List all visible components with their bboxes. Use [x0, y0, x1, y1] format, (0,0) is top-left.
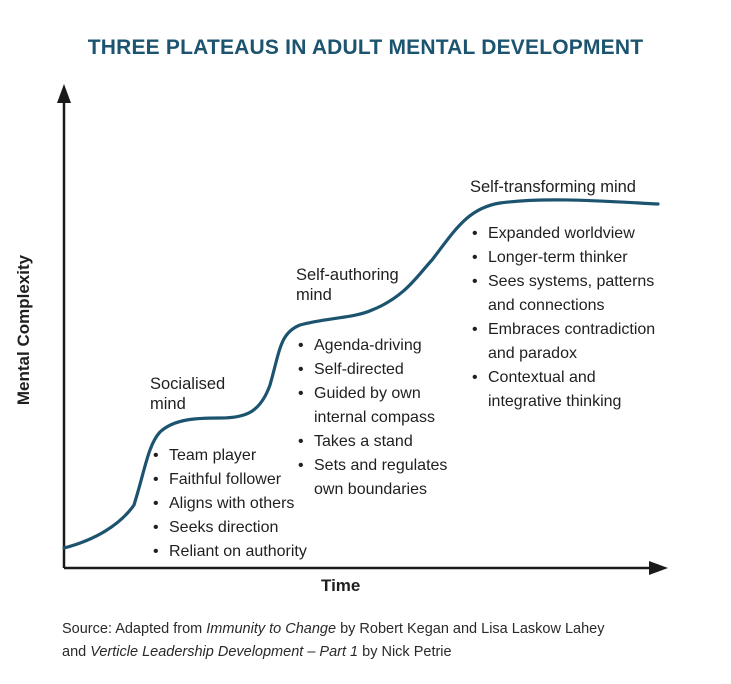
stage-title-self-transforming: Self-transforming mind — [470, 178, 636, 196]
source-citation: Source: Adapted from Immunity to Change … — [62, 618, 604, 664]
y-axis-label: Mental Complexity — [14, 254, 33, 406]
trait-item: Team player — [151, 444, 307, 468]
source-line-2: and Verticle Leadership Development – Pa… — [62, 641, 604, 664]
trait-item: Agenda-driving — [296, 334, 447, 358]
trait-item: Longer-term thinker — [470, 246, 655, 270]
traits-self-authoring: Agenda-driving Self-directed Guided by o… — [296, 334, 447, 502]
development-curve — [62, 198, 660, 550]
trait-item: Aligns with others — [151, 492, 307, 516]
y-axis-arrow — [57, 84, 71, 103]
source-book-1: Immunity to Change — [206, 621, 337, 637]
source-book-2: Verticle Leadership Development – Part 1 — [90, 644, 359, 660]
trait-item: Expanded worldview — [470, 222, 655, 246]
trait-item: Guided by own internal compass — [296, 382, 447, 430]
x-axis-label: Time — [321, 576, 361, 595]
stage-title-socialised: Socialised mind — [150, 375, 226, 413]
trait-item: Self-directed — [296, 358, 447, 382]
source-authors-2: by Nick Petrie — [358, 644, 452, 660]
source-authors-1: by Robert Kegan and Lisa Laskow Lahey — [336, 621, 605, 637]
source-line-1: Source: Adapted from Immunity to Change … — [62, 618, 604, 641]
trait-item: Takes a stand — [296, 430, 447, 454]
traits-socialised: Team player Faithful follower Aligns wit… — [151, 444, 307, 564]
x-axis-arrow — [649, 561, 668, 575]
source-prefix: Source: Adapted from — [62, 621, 207, 637]
trait-item: Contextual and integrative thinking — [470, 366, 655, 414]
diagram-title: THREE PLATEAUS IN ADULT MENTAL DEVELOPME… — [87, 36, 644, 59]
trait-item: Embraces contradiction and paradox — [470, 318, 655, 366]
trait-item: Sees systems, patterns and connections — [470, 270, 655, 318]
trait-item: Sets and regulates own boundaries — [296, 454, 447, 502]
source-and: and — [62, 644, 91, 660]
trait-item: Reliant on authority — [151, 540, 307, 564]
traits-self-transforming: Expanded worldview Longer-term thinker S… — [470, 222, 655, 414]
trait-item: Seeks direction — [151, 516, 307, 540]
trait-item: Faithful follower — [151, 468, 307, 492]
stage-title-self-authoring: Self-authoring mind — [296, 266, 399, 304]
